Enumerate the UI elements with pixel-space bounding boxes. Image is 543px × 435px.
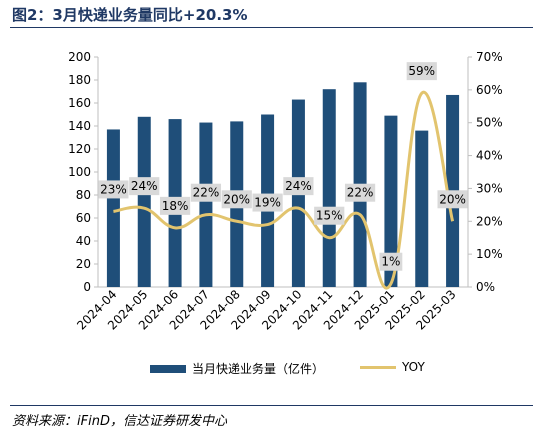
- yoy-data-label: 19%: [254, 196, 281, 210]
- y-right-tick-label: 20%: [476, 214, 503, 228]
- bar-2025-02: [415, 130, 429, 287]
- y-left-tick-label: 200: [68, 50, 91, 64]
- source-note: 资料来源：iFinD，信达证券研发中心: [12, 414, 227, 429]
- chart-title: 图2：3月快递业务量同比+20.3%: [12, 6, 248, 24]
- y-right-tick-label: 60%: [476, 83, 503, 97]
- y-left-tick-label: 120: [68, 142, 91, 156]
- legend-label-line: YOY: [402, 360, 425, 374]
- y-right-tick-label: 50%: [476, 116, 503, 130]
- yoy-data-label: 22%: [193, 186, 220, 200]
- bar-2024-07: [199, 122, 213, 287]
- y-left-tick-label: 40: [76, 234, 91, 248]
- yoy-data-label: 59%: [408, 64, 435, 78]
- yoy-data-label: 20%: [439, 192, 466, 206]
- yoy-data-label: 22%: [347, 186, 374, 200]
- legend-item-line: YOY: [360, 360, 425, 374]
- legend-swatch-bar: [150, 364, 186, 373]
- yoy-label-bg: [283, 177, 314, 196]
- legend: 当月快递业务量（亿件） YOY: [0, 356, 543, 380]
- y-left-tick-label: 100: [68, 165, 91, 179]
- yoy-data-label: 20%: [223, 192, 250, 206]
- yoy-label-bg: [98, 180, 129, 199]
- y-left-tick-label: 140: [68, 119, 91, 133]
- yoy-label-bg: [190, 183, 222, 202]
- yoy-data-label: 1%: [381, 255, 400, 269]
- y-right-tick-label: 70%: [476, 50, 503, 64]
- yoy-label-bg: [437, 190, 468, 209]
- y-left-tick-label: 0: [83, 280, 91, 294]
- yoy-label-bg: [159, 196, 191, 215]
- yoy-data-label: 23%: [100, 182, 127, 196]
- y-right-tick-label: 30%: [476, 181, 503, 195]
- source-divider: [10, 405, 533, 406]
- chart-svg: 0 20 40 60 80 100 120 140 160 180 200 0% 10% 20% 30% 40…: [68, 50, 503, 333]
- y-left-tick-label: 20: [76, 257, 91, 271]
- yoy-label-bg: [379, 252, 403, 271]
- yoy-data-label: 24%: [131, 179, 158, 193]
- y-left-tick-label: 60: [76, 211, 91, 225]
- bar-2024-11: [322, 89, 336, 287]
- yoy-label-bg: [129, 177, 160, 196]
- yoy-data-label: 24%: [285, 179, 312, 193]
- y-left-tick-label: 80: [76, 188, 91, 202]
- yoy-line: [113, 90, 455, 290]
- yoy-data-label: 15%: [316, 209, 343, 223]
- yoy-label-bg: [406, 62, 437, 81]
- bar-2024-05: [137, 116, 151, 287]
- yoy-data-label: 18%: [162, 199, 189, 213]
- yoy-label-bg: [344, 183, 376, 202]
- yoy-label-bg: [314, 206, 345, 225]
- y-left-tick-label: 160: [68, 96, 91, 110]
- y-right-tick-label: 0%: [476, 280, 495, 294]
- bar-2024-04: [106, 129, 120, 287]
- bar-2025-01: [384, 115, 398, 288]
- yoy-label-bg: [221, 190, 252, 209]
- y-left-tick-label: 180: [68, 73, 91, 87]
- legend-swatch-line: [360, 365, 396, 369]
- title-divider: [10, 27, 533, 28]
- legend-item-bar: 当月快递业务量（亿件）: [150, 360, 324, 377]
- y-right-tick-label: 10%: [476, 247, 503, 261]
- y-right-tick-label: 40%: [476, 149, 503, 163]
- yoy-label-bg: [252, 193, 283, 212]
- legend-label-bar: 当月快递业务量（亿件）: [192, 362, 325, 376]
